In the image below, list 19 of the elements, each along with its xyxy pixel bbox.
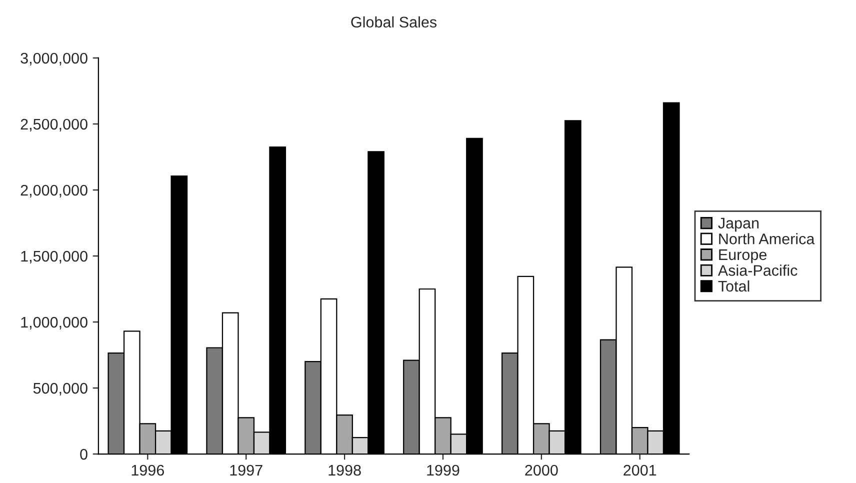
- x-tick-label: 1998: [328, 464, 361, 476]
- y-tick-label: 3,000,000: [20, 52, 88, 66]
- x-tick-label: 1997: [230, 464, 262, 476]
- y-tick-label: 2,000,000: [20, 184, 88, 198]
- legend-label: Total: [718, 280, 750, 292]
- legend-label: Asia-Pacific: [718, 264, 798, 276]
- y-tick-label: 1,000,000: [21, 316, 88, 330]
- y-tick-label: 0: [80, 448, 88, 460]
- y-tick-label: 500,000: [33, 382, 88, 396]
- x-tick-label: 1999: [427, 464, 460, 476]
- y-tick-label: 2,500,000: [20, 118, 88, 132]
- chart-title: Global Sales: [351, 16, 437, 28]
- x-tick-label: 2000: [525, 464, 558, 476]
- x-tick-label: 1996: [132, 464, 164, 476]
- legend-label: North America: [719, 233, 815, 244]
- legend-label: Japan: [718, 218, 759, 232]
- y-tick-label: 1,500,000: [21, 250, 88, 264]
- x-tick-label: 2001: [624, 464, 656, 476]
- legend-label: Europe: [719, 249, 766, 264]
